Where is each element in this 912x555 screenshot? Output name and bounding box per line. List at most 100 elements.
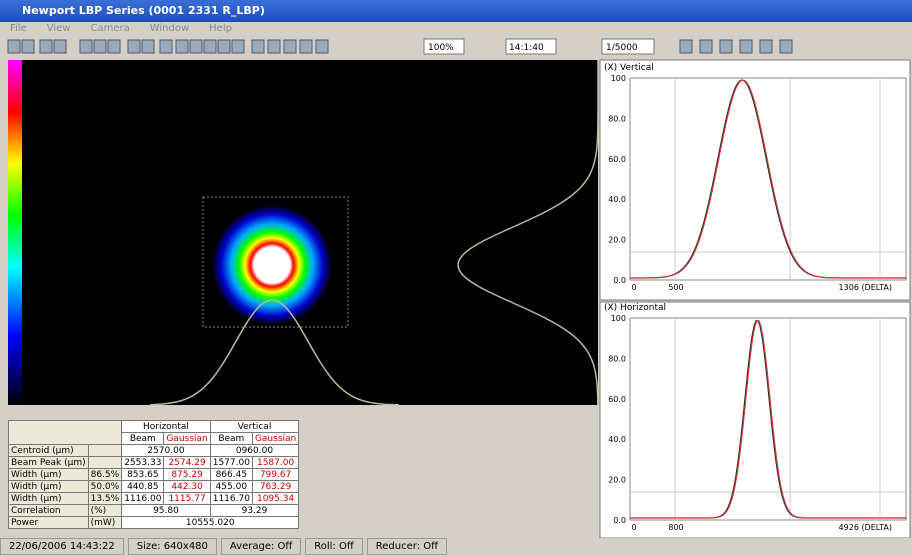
table-cell: 866.45 [209, 468, 253, 481]
table-cell: 1115.77 [163, 492, 211, 505]
table-cell: 763.29 [251, 480, 300, 493]
y-tick-label: 40.0 [608, 435, 626, 444]
menu-item[interactable]: Camera [90, 23, 130, 34]
toolbar-button[interactable] [93, 39, 107, 54]
table-cell: 853.65 [121, 468, 165, 481]
status-bar: 22/06/2006 14:43:22 Size: 640x480 Average:… [0, 538, 912, 555]
table-cell: 0960.00 [209, 444, 300, 457]
table-cell: 50.0% [87, 480, 123, 493]
group-header: Horizontal [121, 420, 211, 433]
plot-panel [599, 59, 911, 301]
zoom-box[interactable] [423, 38, 465, 55]
menu-item[interactable]: Window [149, 23, 190, 34]
table-cell: 86.5% [87, 468, 123, 481]
table-cell: 10555.020 [121, 516, 300, 529]
menu-item[interactable]: File [10, 23, 27, 34]
toolbar: 100% 14:1:40 1/5000 [7, 38, 793, 55]
plot-panel [599, 301, 911, 538]
y-tick-label: 100 [611, 74, 626, 83]
toolbar-button[interactable] [141, 39, 155, 54]
table-cell: 1095.34 [251, 492, 300, 505]
shutter-box[interactable] [601, 38, 655, 55]
toolbar-button[interactable] [79, 39, 93, 54]
plot-title: (X) Horizontal [604, 303, 666, 313]
table-cell: 95.80 [121, 504, 211, 517]
menu-item[interactable]: Help [209, 23, 232, 34]
toolbar-button[interactable] [21, 39, 35, 54]
y-tick-label: 60.0 [608, 395, 626, 404]
table-cell: Width (µm) [8, 468, 89, 481]
toolbar-button[interactable] [189, 39, 203, 54]
toolbar-button[interactable] [107, 39, 121, 54]
y-tick-label: 60.0 [608, 155, 626, 164]
toolbar-button[interactable] [53, 39, 67, 54]
y-tick-label: 80.0 [608, 114, 626, 123]
toolbar-button[interactable] [127, 39, 141, 54]
toolbar-button[interactable] [39, 39, 53, 54]
table-cell: Width (µm) [8, 492, 89, 505]
toolbar-button[interactable] [175, 39, 189, 54]
table-cell: 2570.00 [121, 444, 211, 457]
y-tick-label: 80.0 [608, 354, 626, 363]
results-table: Horizontal Vertical Beam Gaussian Beam Gauss… [7, 420, 300, 529]
y-tick-label: 20.0 [608, 476, 626, 485]
table-cell: 1587.00 [251, 456, 300, 469]
y-tick-label: 100 [611, 314, 626, 323]
table-cell: 2574.29 [163, 456, 211, 469]
sub-header: Beam [121, 432, 165, 445]
toolbar-button [719, 39, 733, 54]
toolbar-button[interactable] [231, 39, 245, 54]
zoom-value: 100% [428, 43, 454, 53]
table-cell: 93.29 [209, 504, 300, 517]
status-field: Roll: Off [305, 538, 363, 555]
toolbar-button[interactable] [283, 39, 297, 54]
table-cell: 455.00 [209, 480, 253, 493]
roi-box [202, 196, 349, 328]
table-cell: 875.29 [163, 468, 211, 481]
time-box[interactable] [505, 38, 557, 55]
table-cell: 1116.70 [209, 492, 253, 505]
plot-title: (X) Vertical [604, 63, 654, 73]
table-cell [87, 444, 123, 457]
toolbar-button[interactable] [203, 39, 217, 54]
vertical-profile [457, 60, 599, 405]
title-bar: Newport LBP Series (0001 2331 R_LBP) [0, 0, 912, 22]
plot-area [629, 77, 907, 281]
status-field: Average: Off [220, 538, 302, 555]
table-cell: 799.67 [251, 468, 300, 481]
table-cell: 440.85 [121, 480, 165, 493]
toolbar-button[interactable] [217, 39, 231, 54]
toolbar-button[interactable] [315, 39, 329, 54]
x-tick-label: 500 [668, 283, 683, 292]
table-cell: 2553.33 [121, 456, 165, 469]
sub-header: Gaussian [163, 432, 211, 445]
x-tick-label: 4926 (DELTA) [839, 523, 892, 532]
y-tick-label: 40.0 [608, 195, 626, 204]
table-cell: 1116.00 [121, 492, 165, 505]
toolbar-button[interactable] [251, 39, 265, 54]
table-cell: Power [8, 516, 89, 529]
profile-overlay [149, 60, 599, 406]
menu-item[interactable]: View [46, 23, 71, 34]
x-tick-label: 0 [631, 283, 636, 292]
status-field: 22/06/2006 14:43:22 [0, 538, 124, 555]
toolbar-button [739, 39, 753, 54]
toolbar-button[interactable] [159, 39, 173, 54]
toolbar-button [679, 39, 693, 54]
toolbar-button[interactable] [267, 39, 281, 54]
table-cell: Width (µm) [8, 480, 89, 493]
table-cell: Centroid (µm) [8, 444, 89, 457]
y-tick-label: 20.0 [608, 236, 626, 245]
toolbar-button[interactable] [299, 39, 313, 54]
table-cell: 442.30 [163, 480, 211, 493]
table-cell: (%) [87, 504, 123, 517]
table-cell: Correlation [8, 504, 89, 517]
color-scale [8, 60, 22, 405]
shutter-value: 1/5000 [606, 43, 638, 53]
toolbar-button [759, 39, 773, 54]
toolbar-button[interactable] [7, 39, 21, 54]
x-tick-label: 0 [631, 523, 636, 532]
y-tick-label: 0.0 [613, 276, 626, 285]
